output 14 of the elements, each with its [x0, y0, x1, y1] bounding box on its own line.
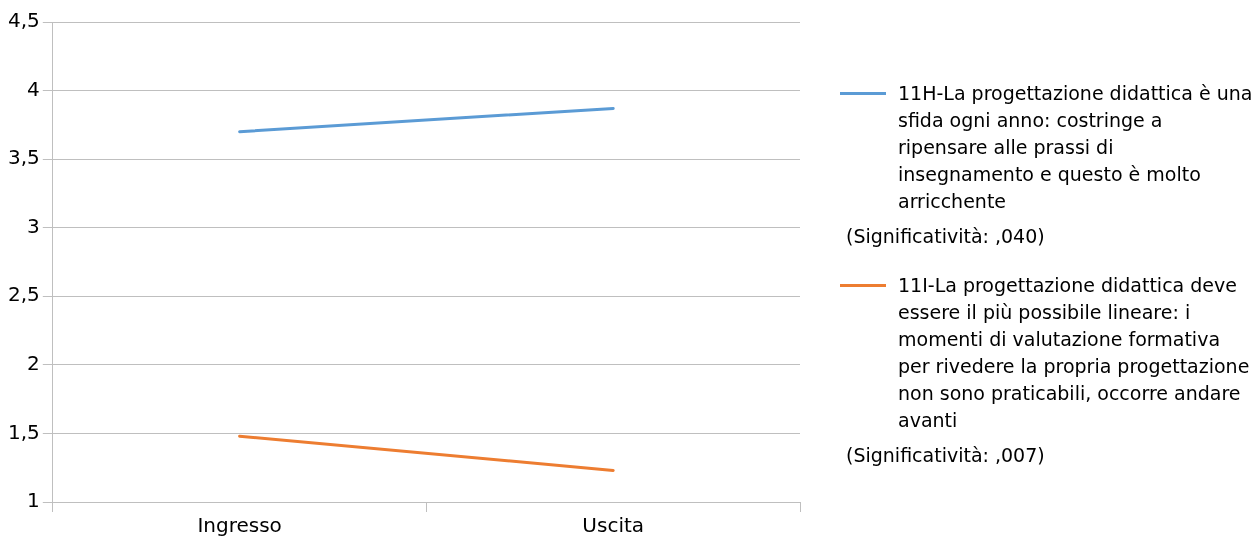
y-tick-label: 4: [27, 76, 40, 101]
x-tick-label: Ingresso: [197, 513, 282, 538]
y-tick-label: 2,5: [7, 282, 40, 307]
y-tick-label: 1,5: [7, 419, 40, 444]
text: (Significatività: ,040): [846, 224, 1046, 249]
y-tick-label: 1: [27, 488, 40, 513]
legend-label: 11I-La progettazione didattica deve essere il più possibile lineare: i momenti di valutazione formativa per rivedere la propria progettazione non sono praticabili, occorre andare avanti: [898, 273, 1251, 433]
y-tick-label: 3: [27, 213, 40, 238]
y-tick-label: 4,5: [7, 8, 40, 33]
text: (Significatività: ,007): [846, 443, 1046, 468]
y-tick-label: 3,5: [7, 145, 40, 170]
x-tick-label: Uscita: [582, 513, 645, 538]
y-tick-label: 2: [27, 351, 40, 376]
legend-label: 11H-La progettazione didattica è una sfida ogni anno: costringe a ripensare alle prassi di insegnamento e questo è molto arricchente: [898, 81, 1254, 214]
